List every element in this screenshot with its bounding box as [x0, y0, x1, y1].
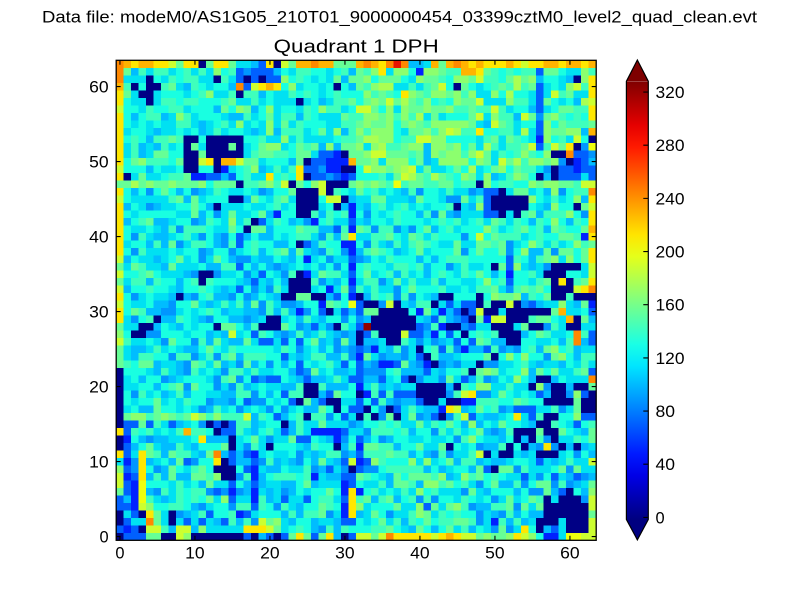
svg-text:40: 40	[89, 228, 109, 246]
svg-text:60: 60	[560, 544, 580, 562]
svg-text:200: 200	[656, 243, 685, 261]
svg-text:50: 50	[89, 153, 109, 171]
svg-text:0: 0	[115, 544, 124, 562]
svg-text:240: 240	[656, 190, 685, 208]
svg-text:120: 120	[656, 350, 685, 368]
svg-text:0: 0	[656, 509, 665, 527]
svg-text:160: 160	[656, 297, 685, 315]
svg-text:Quadrant 1 DPH: Quadrant 1 DPH	[274, 36, 439, 57]
svg-text:10: 10	[89, 453, 109, 471]
svg-text:20: 20	[89, 378, 109, 396]
svg-text:320: 320	[656, 84, 685, 102]
svg-text:10: 10	[185, 544, 205, 562]
svg-text:40: 40	[410, 544, 430, 562]
svg-text:60: 60	[89, 78, 109, 96]
svg-text:20: 20	[260, 544, 280, 562]
svg-text:30: 30	[89, 303, 109, 321]
svg-text:80: 80	[656, 403, 676, 421]
svg-text:40: 40	[656, 456, 676, 474]
svg-text:280: 280	[656, 137, 685, 155]
svg-text:30: 30	[335, 544, 355, 562]
svg-text:0: 0	[99, 528, 108, 546]
svg-text:Data file: modeM0/AS1G05_210T0: Data file: modeM0/AS1G05_210T01_90000004…	[42, 9, 758, 27]
svg-text:50: 50	[485, 544, 505, 562]
